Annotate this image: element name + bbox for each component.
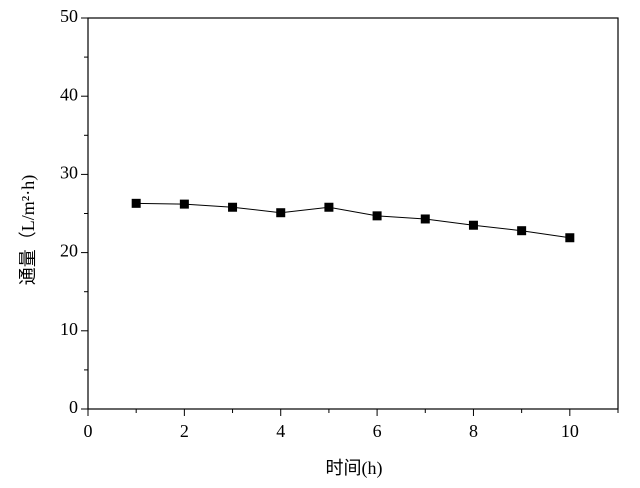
data-point	[372, 211, 382, 221]
plot-frame	[87, 17, 619, 410]
y-tick-label: 10	[60, 319, 78, 339]
x-tick-label: 0	[84, 421, 93, 441]
data-point	[468, 220, 478, 230]
data-point	[228, 202, 238, 212]
data-point	[517, 226, 527, 236]
y-tick-label: 0	[69, 397, 78, 417]
x-tick-label: 2	[180, 421, 189, 441]
x-tick-label: 4	[276, 421, 285, 441]
x-tick-label: 10	[561, 421, 579, 441]
data-point	[324, 202, 334, 212]
data-point	[565, 233, 575, 243]
y-axis-label: 通量（L/m²·h)	[18, 175, 39, 285]
x-axis-label: 时间(h)	[326, 458, 383, 479]
y-tick-label: 30	[60, 163, 78, 183]
data-point	[420, 214, 430, 224]
data-point	[276, 208, 286, 218]
x-tick-label: 8	[469, 421, 478, 441]
y-tick-label: 40	[60, 84, 78, 104]
y-tick-label: 20	[60, 241, 78, 261]
series-line	[136, 202, 570, 239]
data-point	[179, 199, 189, 209]
y-tick-label: 50	[60, 6, 78, 26]
x-tick-label: 6	[373, 421, 382, 441]
data-point	[131, 198, 141, 208]
